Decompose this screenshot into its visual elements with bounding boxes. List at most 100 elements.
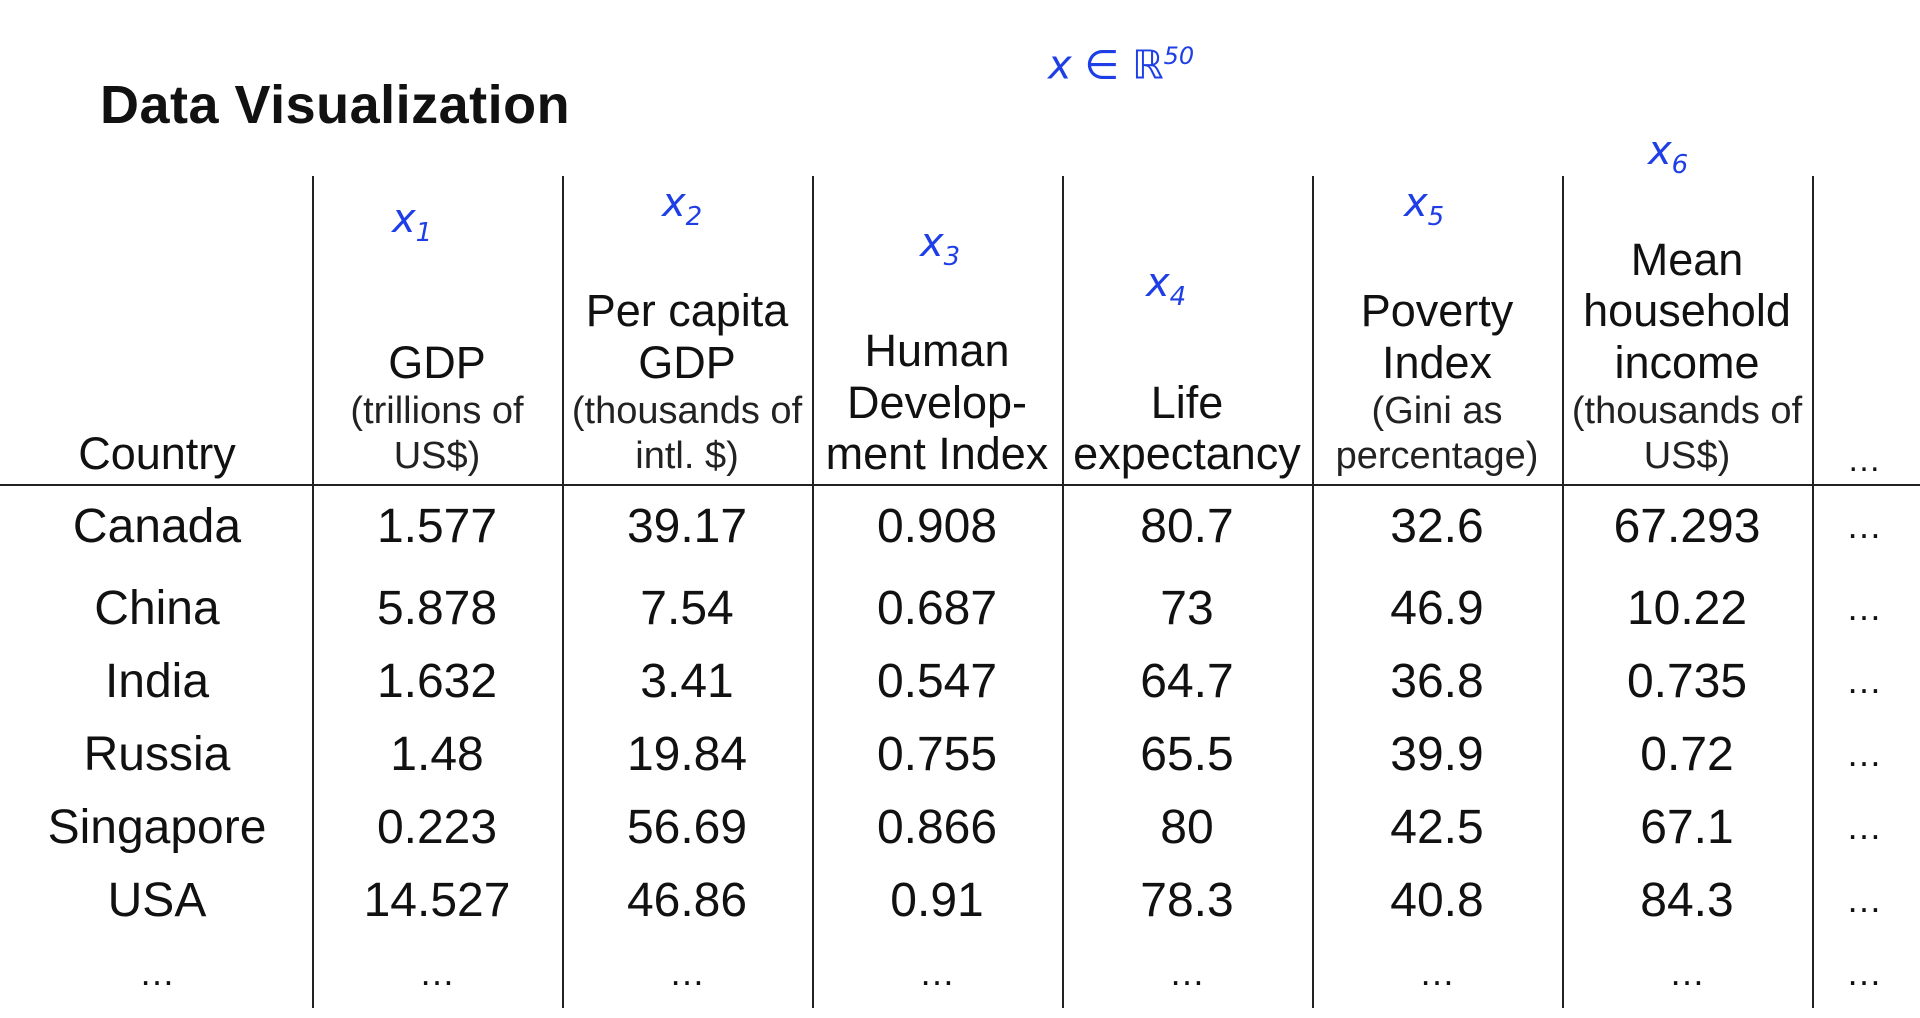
space-annotation-exp: 50 (1163, 42, 1195, 70)
column-divider (1562, 176, 1564, 1008)
header-more: … (1814, 176, 1914, 480)
cell-poverty-index: 42.5 (1390, 800, 1484, 854)
header-label: Country (78, 428, 236, 480)
cell-life-expectancy: 64.7 (1140, 654, 1234, 708)
feature-label-x2: x2 (662, 180, 702, 232)
cell-more: … (1846, 952, 1882, 993)
space-annotation-base: x ∈ ℝ (1048, 42, 1164, 89)
cell-household-income: 0.735 (1626, 654, 1748, 708)
cell-life-expectancy: 80.7 (1140, 499, 1234, 553)
cell-per-capita-gdp: 19.84 (626, 727, 748, 781)
cell-household-income: 0.72 (1640, 727, 1734, 781)
cell-gdp: 14.527 (363, 873, 511, 927)
cell-more: … (1846, 505, 1882, 546)
page-title: Data Visualization (100, 75, 571, 135)
header-country: Country (4, 176, 310, 480)
cell-per-capita-gdp: … (669, 952, 705, 993)
cell-household-income: 84.3 (1640, 873, 1734, 927)
cell-hdi: 0.687 (876, 581, 998, 635)
cell-life-expectancy: 80 (1160, 800, 1214, 854)
column-divider (312, 176, 314, 1008)
cell-more: … (1846, 660, 1882, 701)
feature-label-sub: 4 (1169, 282, 1187, 312)
header-gdp: GDP (trillions of US$) (314, 176, 560, 480)
table-row: … … … … … … … … (0, 937, 1920, 1009)
cell-gdp: 1.48 (390, 727, 484, 781)
header-unit: (thousands of intl. $) (571, 389, 803, 478)
cell-poverty-index: 36.8 (1390, 654, 1484, 708)
feature-label-sub: 3 (943, 242, 961, 272)
cell-hdi: … (919, 952, 955, 993)
feature-label-sub: 2 (685, 202, 703, 232)
header-hdi: Human Develop-ment Index (814, 176, 1060, 480)
cell-life-expectancy: 73 (1160, 581, 1214, 635)
feature-label-x4: x4 (1146, 260, 1186, 312)
header-label: Poverty Index (1360, 285, 1514, 389)
cell-per-capita-gdp: 7.54 (640, 581, 734, 635)
header-unit: (Gini as percentage) (1335, 389, 1539, 478)
header-label: … (1847, 440, 1881, 479)
cell-gdp: … (419, 952, 455, 993)
cell-country: Singapore (47, 800, 267, 854)
header-poverty-index: Poverty Index (Gini as percentage) (1314, 176, 1560, 480)
cell-poverty-index: … (1419, 952, 1455, 993)
cell-hdi: 0.91 (890, 873, 984, 927)
cell-gdp: 5.878 (376, 581, 498, 635)
cell-life-expectancy: 78.3 (1140, 873, 1234, 927)
cell-life-expectancy: 65.5 (1140, 727, 1234, 781)
cell-household-income: 67.293 (1613, 499, 1761, 553)
column-divider (812, 176, 814, 1008)
cell-country: Russia (83, 727, 231, 781)
feature-label-sub: 6 (1671, 150, 1689, 180)
header-label: GDP (388, 337, 486, 389)
header-unit: (trillions of US$) (350, 389, 524, 478)
column-divider (562, 176, 564, 1008)
feature-label-base: x (1146, 260, 1170, 306)
column-divider (1812, 176, 1814, 1008)
header-label: Life expectancy (1073, 376, 1301, 480)
table-row: India 1.632 3.41 0.547 64.7 36.8 0.735 … (0, 645, 1920, 717)
cell-more: … (1846, 733, 1882, 774)
cell-per-capita-gdp: 3.41 (640, 654, 734, 708)
feature-label-base: x (920, 220, 944, 266)
column-divider (1062, 176, 1064, 1008)
header-label: Human Develop-ment Index (825, 324, 1049, 480)
feature-label-x5: x5 (1404, 180, 1444, 232)
feature-label-base: x (662, 180, 686, 226)
header-unit: (thousands of US$) (1571, 389, 1803, 478)
table-row: Russia 1.48 19.84 0.755 65.5 39.9 0.72 … (0, 718, 1920, 790)
cell-more: … (1846, 806, 1882, 847)
cell-poverty-index: 32.6 (1390, 499, 1484, 553)
header-per-capita-gdp: Per capita GDP (thousands of intl. $) (564, 176, 810, 480)
feature-label-x1: x1 (392, 196, 432, 248)
cell-gdp: 1.577 (376, 499, 498, 553)
feature-label-base: x (392, 196, 416, 242)
cell-hdi: 0.755 (876, 727, 998, 781)
feature-label-sub: 1 (415, 218, 433, 248)
feature-label-x3: x3 (920, 220, 960, 272)
table-row: Singapore 0.223 56.69 0.866 80 42.5 67.1… (0, 791, 1920, 863)
header-label: Mean household income (1583, 233, 1791, 389)
cell-per-capita-gdp: 56.69 (626, 800, 748, 854)
table-row: Canada 1.577 39.17 0.908 80.7 32.6 67.29… (0, 490, 1920, 562)
cell-country: USA (107, 873, 207, 927)
cell-hdi: 0.908 (876, 499, 998, 553)
table-row: China 5.878 7.54 0.687 73 46.9 10.22 … (0, 572, 1920, 644)
cell-poverty-index: 46.9 (1390, 581, 1484, 635)
column-divider (1312, 176, 1314, 1008)
feature-label-x6: x6 (1648, 128, 1688, 180)
space-annotation: x ∈ ℝ50 (1048, 42, 1194, 88)
cell-more: … (1846, 587, 1882, 628)
cell-more: … (1846, 879, 1882, 920)
header-divider (0, 484, 1920, 486)
cell-household-income: 67.1 (1640, 800, 1734, 854)
cell-country: India (104, 654, 210, 708)
header-household-income: Mean household income (thousands of US$) (1564, 176, 1810, 480)
cell-country: China (94, 581, 220, 635)
cell-poverty-index: 40.8 (1390, 873, 1484, 927)
feature-label-sub: 5 (1427, 202, 1445, 232)
table-row: USA 14.527 46.86 0.91 78.3 40.8 84.3 … (0, 864, 1920, 936)
cell-country: Canada (72, 499, 242, 553)
cell-country: … (139, 952, 175, 993)
cell-gdp: 0.223 (376, 800, 498, 854)
